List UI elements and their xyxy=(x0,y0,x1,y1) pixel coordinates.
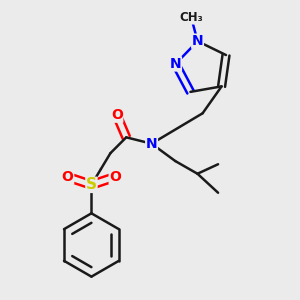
Text: O: O xyxy=(109,170,121,184)
Text: O: O xyxy=(62,170,74,184)
Text: CH₃: CH₃ xyxy=(179,11,203,24)
Text: O: O xyxy=(111,108,123,122)
Text: N: N xyxy=(192,34,203,48)
Text: N: N xyxy=(170,57,182,71)
Text: S: S xyxy=(86,177,97,192)
Text: N: N xyxy=(146,137,158,151)
